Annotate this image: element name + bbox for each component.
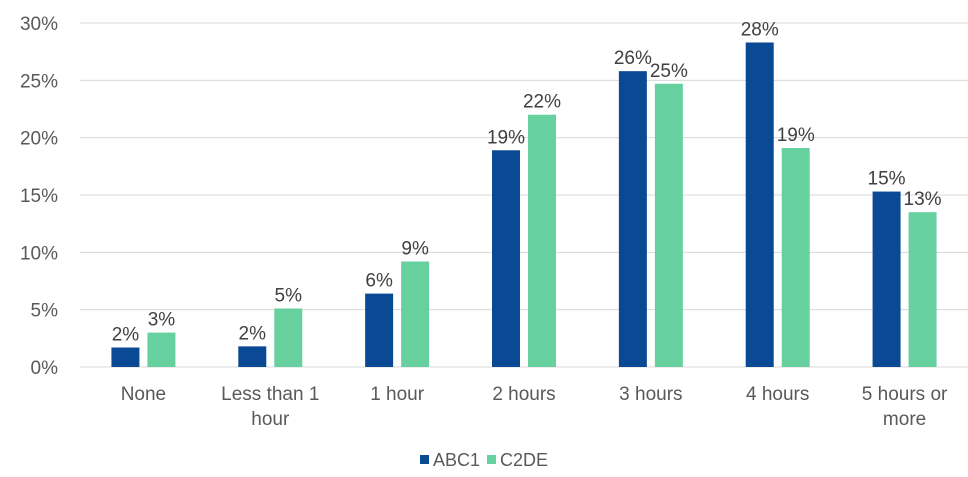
data-label: 3% <box>148 310 176 331</box>
data-label: 15% <box>868 169 906 190</box>
y-tick-label: 15% <box>20 186 58 207</box>
bar-abc1 <box>238 346 267 367</box>
data-label: 2% <box>239 323 267 344</box>
y-tick-label: 20% <box>20 129 58 150</box>
data-label: 25% <box>650 61 688 82</box>
legend-label-c2de: C2DE <box>500 450 548 470</box>
bar-c2de <box>147 332 176 367</box>
data-label: 28% <box>741 19 779 40</box>
x-category-label: 3 hours <box>619 384 682 405</box>
bar-abc1 <box>745 42 774 367</box>
bar-abc1 <box>872 191 901 367</box>
x-category-label: more <box>883 409 926 430</box>
x-category-label: 1 hour <box>370 384 425 405</box>
data-label: 19% <box>487 127 525 148</box>
data-labels: 2% 3% 2% 5% 6% 9% 19% 22% 26%25% 28% 19% 15%13% <box>112 19 942 345</box>
bar-c2de <box>528 114 556 367</box>
data-label: 2% <box>112 325 140 346</box>
gridlines <box>80 22 968 368</box>
bar-c2de <box>401 261 430 367</box>
bar-abc1 <box>492 150 520 367</box>
y-tick-label: 0% <box>31 358 59 379</box>
bar-c2de <box>274 308 303 367</box>
data-label: 19% <box>777 125 815 146</box>
legend-label-abc1: ABC1 <box>433 450 480 470</box>
legend: ABC1 C2DE <box>420 450 548 470</box>
x-category-label: 5 hours or <box>862 384 948 405</box>
bar-abc1 <box>111 347 140 367</box>
y-tick-label: 25% <box>20 71 58 92</box>
data-label: 5% <box>275 286 303 307</box>
data-label: 9% <box>401 239 429 260</box>
y-axis-ticks: 0% 5% 10% 15% 20% 25% 30% <box>20 14 58 379</box>
y-tick-label: 10% <box>20 243 58 264</box>
bar-abc1 <box>618 71 647 367</box>
x-category-label: hour <box>251 409 290 430</box>
y-tick-label: 5% <box>31 301 59 322</box>
bar-abc1 <box>365 293 394 367</box>
x-category-label: 2 hours <box>492 384 555 405</box>
bar-c2de <box>781 147 810 367</box>
x-category-label: Less than 1 <box>221 384 319 405</box>
x-category-label: 4 hours <box>746 384 809 405</box>
x-axis-categories: None Less than 1 hour 1 hour 2 hours 3 hours 4… <box>121 384 948 430</box>
data-label: 22% <box>523 92 561 113</box>
legend-swatch-c2de <box>487 455 496 464</box>
bars <box>111 42 937 368</box>
legend-swatch-abc1 <box>420 455 429 464</box>
data-label: 13% <box>904 189 942 210</box>
data-label: 6% <box>365 271 393 292</box>
bar-c2de <box>908 212 937 367</box>
bar-c2de <box>654 83 683 368</box>
data-label: 26% <box>614 48 652 69</box>
x-category-label: None <box>121 384 166 405</box>
y-tick-label: 30% <box>20 14 58 35</box>
